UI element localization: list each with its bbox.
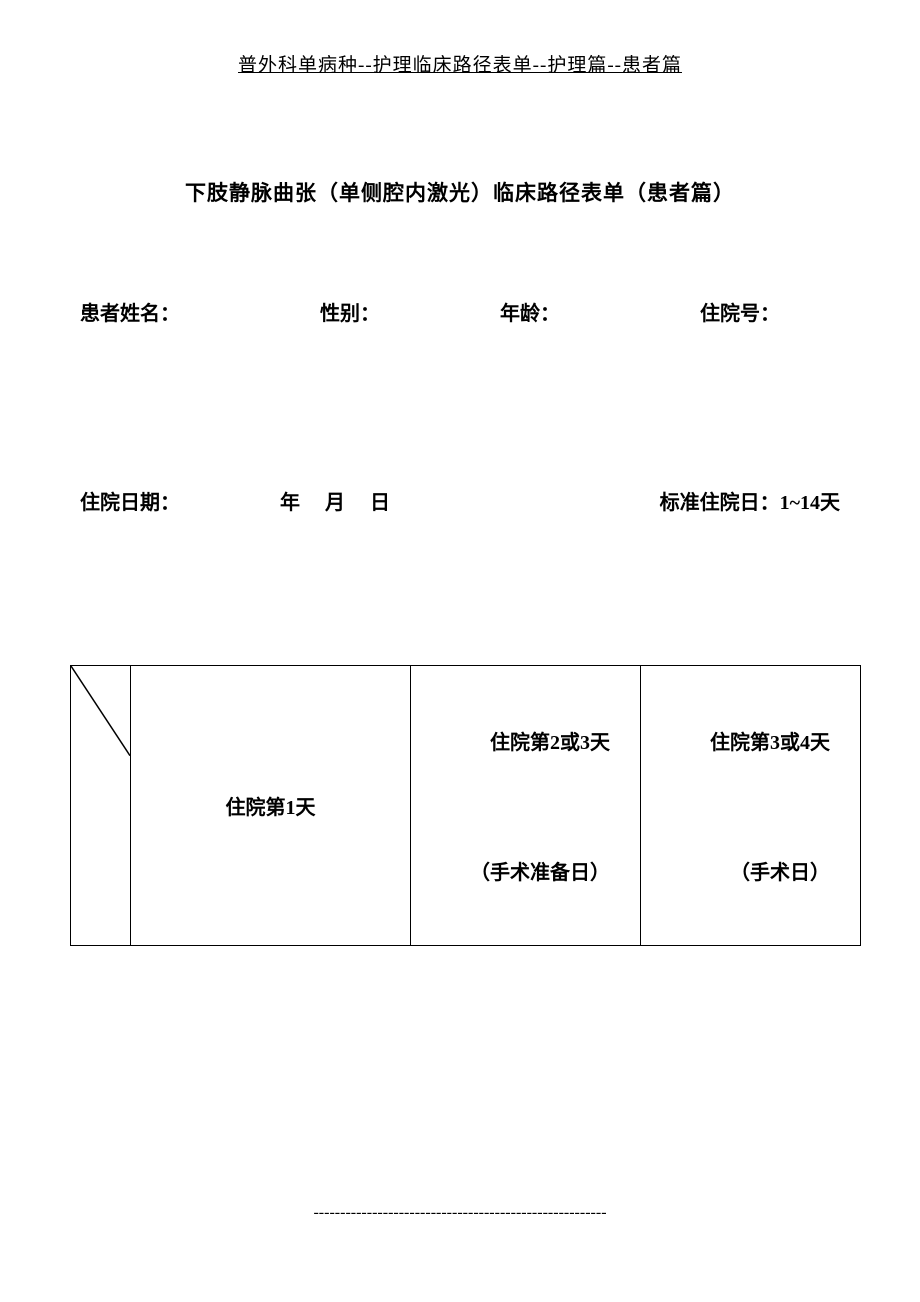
diagonal-line-icon xyxy=(71,666,130,945)
month-label: 月 xyxy=(325,492,345,514)
admission-info-row: 住院日期： 年 月 日 标准住院日：1~14天 xyxy=(70,486,850,515)
year-label: 年 xyxy=(280,492,300,514)
day2-3-label: 住院第2或3天 xyxy=(490,726,610,755)
patient-name-label: 患者姓名： xyxy=(80,297,260,326)
pathway-table: 住院第1天 住院第2或3天 （手术准备日） 住院第3或4天 （手术日） xyxy=(70,665,861,946)
patient-info-row: 患者姓名： 性别： 年龄： 住院号： xyxy=(70,297,850,326)
date-parts: 年 月 日 xyxy=(280,486,410,515)
page-header: 普外科单病种--护理临床路径表单--护理篇--患者篇 xyxy=(70,50,850,77)
table-corner-cell xyxy=(71,666,131,946)
admission-date-section: 住院日期： 年 月 日 xyxy=(80,486,410,515)
day2-3-sublabel: （手术准备日） xyxy=(470,856,610,885)
standard-days-label: 标准住院日：1~14天 xyxy=(660,486,840,515)
table-header-day2-3: 住院第2或3天 （手术准备日） xyxy=(411,666,641,946)
table-header-row: 住院第1天 住院第2或3天 （手术准备日） 住院第3或4天 （手术日） xyxy=(71,666,861,946)
day-label: 日 xyxy=(370,492,390,514)
day3-4-label: 住院第3或4天 xyxy=(710,726,830,755)
admission-number-label: 住院号： xyxy=(700,297,780,326)
day3-4-sublabel: （手术日） xyxy=(730,856,830,885)
admission-date-label: 住院日期： xyxy=(80,486,180,515)
patient-age-label: 年龄： xyxy=(500,297,640,326)
day1-label: 住院第1天 xyxy=(226,791,316,820)
table-header-day3-4: 住院第3或4天 （手术日） xyxy=(641,666,861,946)
footer-separator: ----------------------------------------… xyxy=(0,1204,920,1222)
table-header-day1: 住院第1天 xyxy=(131,666,411,946)
patient-gender-label: 性别： xyxy=(320,297,440,326)
document-title: 下肢静脉曲张（单侧腔内激光）临床路径表单（患者篇） xyxy=(70,177,850,207)
